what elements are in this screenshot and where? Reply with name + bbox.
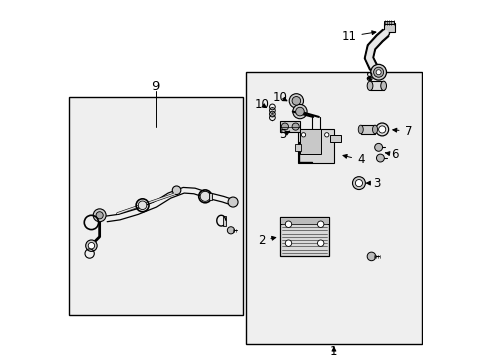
Circle shape: [285, 221, 291, 228]
Circle shape: [374, 143, 382, 151]
Circle shape: [301, 133, 305, 137]
Bar: [369, 81, 383, 90]
Circle shape: [370, 64, 386, 80]
Circle shape: [291, 123, 299, 130]
Bar: [383, 23, 394, 32]
Circle shape: [375, 70, 380, 75]
Circle shape: [85, 240, 97, 251]
Text: 5: 5: [279, 128, 289, 141]
Text: 9: 9: [151, 80, 160, 93]
Circle shape: [93, 209, 106, 222]
Bar: [299, 130, 321, 154]
Bar: [280, 121, 300, 132]
Text: 7: 7: [392, 125, 411, 138]
Text: 10: 10: [272, 91, 287, 104]
Bar: [298, 129, 333, 162]
Text: 1: 1: [329, 345, 337, 358]
Circle shape: [288, 94, 303, 108]
Bar: [246, 72, 421, 344]
Circle shape: [138, 201, 146, 210]
Circle shape: [355, 180, 362, 187]
Bar: [209, 193, 212, 200]
Circle shape: [378, 126, 385, 133]
Bar: [223, 216, 226, 226]
Text: 8: 8: [365, 71, 372, 84]
Circle shape: [172, 186, 181, 194]
Text: 2: 2: [257, 234, 275, 247]
Bar: [294, 144, 301, 150]
Circle shape: [375, 123, 388, 136]
Bar: [69, 97, 242, 315]
Circle shape: [88, 243, 95, 249]
Text: 3: 3: [366, 177, 380, 190]
Text: 6: 6: [385, 148, 398, 161]
Circle shape: [227, 227, 234, 234]
Circle shape: [281, 123, 288, 130]
Bar: [330, 135, 340, 142]
Ellipse shape: [380, 81, 386, 90]
Circle shape: [366, 252, 375, 261]
Circle shape: [292, 104, 306, 119]
Text: 10: 10: [254, 98, 268, 111]
Circle shape: [227, 197, 238, 207]
Bar: [384, 21, 393, 24]
Ellipse shape: [358, 125, 363, 134]
Text: 11: 11: [341, 30, 375, 43]
Circle shape: [317, 240, 323, 246]
Circle shape: [373, 67, 383, 77]
Bar: [360, 125, 374, 134]
Circle shape: [285, 240, 291, 246]
Ellipse shape: [372, 125, 377, 134]
Circle shape: [352, 177, 365, 189]
Bar: [280, 217, 328, 224]
Ellipse shape: [366, 81, 372, 90]
Circle shape: [200, 191, 210, 201]
Circle shape: [376, 154, 384, 162]
Circle shape: [291, 96, 300, 105]
Bar: [280, 217, 328, 256]
Text: 4: 4: [342, 153, 364, 166]
Circle shape: [324, 133, 328, 137]
Circle shape: [317, 221, 323, 228]
Circle shape: [295, 107, 304, 116]
Circle shape: [96, 212, 103, 219]
